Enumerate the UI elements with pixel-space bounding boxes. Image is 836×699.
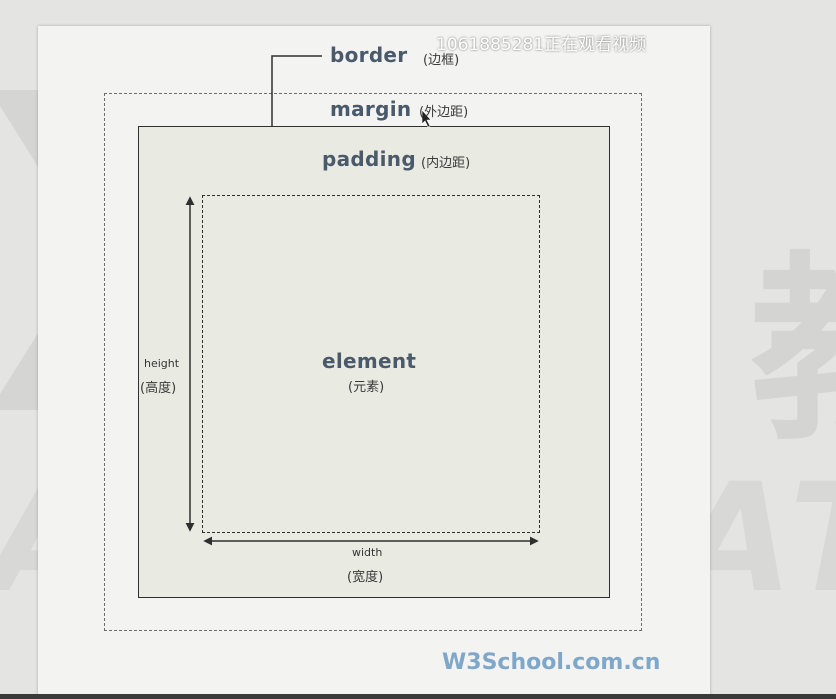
- element-label: element: [322, 349, 417, 373]
- margin-label: margin: [330, 97, 412, 121]
- border-label: border: [330, 43, 408, 67]
- mouse-cursor-icon: [421, 109, 432, 128]
- bottom-bar: [0, 694, 836, 699]
- viewer-watermark-text: 1061885281正在观看视频: [436, 35, 647, 55]
- height-sublabel: (高度): [140, 381, 177, 396]
- width-sublabel: (宽度): [347, 570, 384, 585]
- site-brand: W3School.com.cn: [442, 650, 661, 675]
- element-sublabel: (元素): [348, 380, 385, 395]
- border-leader-line: [271, 55, 322, 126]
- margin-box: [104, 93, 642, 631]
- margin-sublabel: (外边距): [419, 105, 469, 120]
- border-sublabel: (边框): [423, 53, 460, 68]
- padding-sublabel: (内边距): [421, 156, 471, 171]
- border-box: [138, 126, 610, 598]
- width-label: width: [352, 546, 383, 559]
- height-label: height: [144, 357, 180, 370]
- padding-label: padding: [322, 147, 416, 171]
- element-box: [202, 195, 540, 533]
